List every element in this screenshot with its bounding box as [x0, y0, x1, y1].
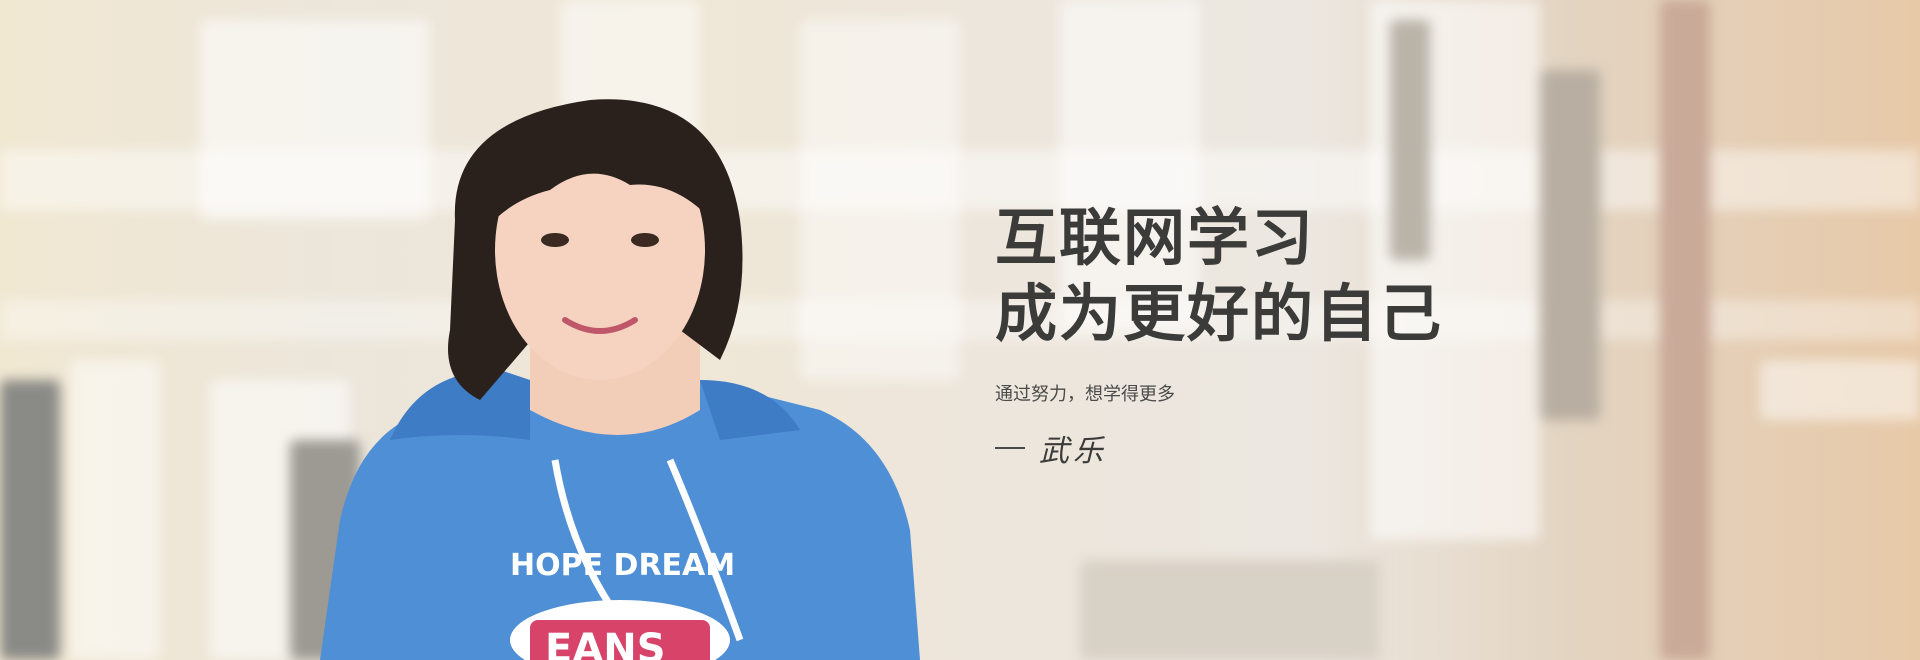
- headline-line-2: 成为更好的自己: [995, 277, 1444, 350]
- headline-line-1: 互联网学习: [995, 201, 1316, 274]
- hoodie-print-badge: EANS: [545, 626, 666, 660]
- hero-slogan: 互联网学习 成为更好的自己 通过努力，想学得更多 武乐: [995, 200, 1443, 470]
- student-photo: HOPE DREAM EANS: [320, 99, 920, 660]
- hero-subline: 通过努力，想学得更多: [995, 384, 1175, 405]
- hoodie-print-arc: HOPE DREAM: [510, 548, 735, 583]
- signature-name: 武乐: [1039, 434, 1107, 469]
- signature-dash: [995, 447, 1025, 449]
- signature: 武乐: [995, 426, 1443, 470]
